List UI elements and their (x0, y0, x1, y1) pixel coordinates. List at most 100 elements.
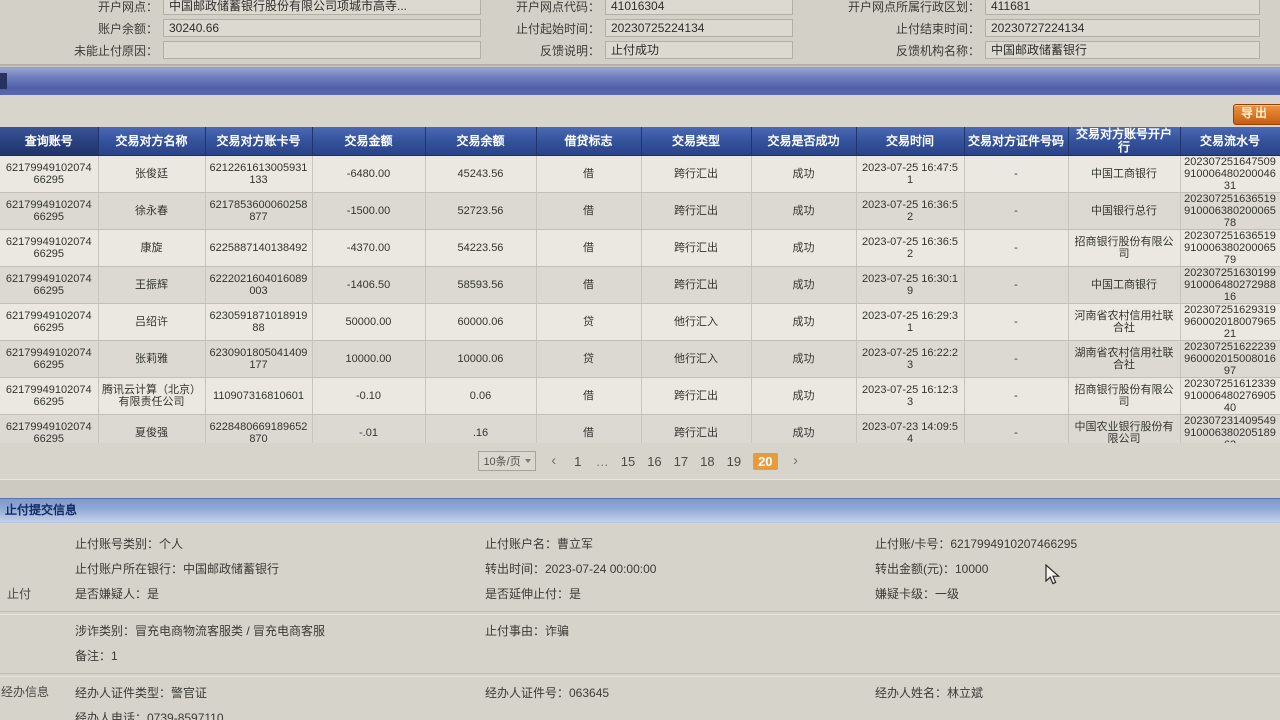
table-header: 查询账号 交易对方名称 交易对方账卡号 交易金额 交易余额 借贷标志 交易类型 交易是否成功交… (0, 127, 1280, 156)
submit-info-row: 是否嫌疑人：是 是否延伸止付：是 嫌疑卡级：一级 (0, 582, 1280, 607)
table-row: 6217994910207466295 张莉雅 623090180504140917… (0, 340, 1280, 378)
table-cell: 20230725163651991000638020006578 (1180, 192, 1280, 230)
table-cell: 成功 (751, 266, 857, 304)
submit-info-header: 止付提交信息 (0, 498, 1280, 523)
table-cell: 60000.06 (425, 303, 537, 341)
table-cell: 成功 (751, 303, 857, 341)
table-cell: 徐永春 (98, 192, 206, 230)
mouse-cursor (1045, 564, 1061, 585)
page-button[interactable]: 15 (620, 453, 636, 469)
table-cell: -1406.50 (312, 266, 426, 304)
field-label: 开户网点： (97, 0, 158, 14)
table-body: 6217994910207466295 张俊廷 621226161300593113… (0, 155, 1280, 452)
table-row: 6217994910207466295 康旋 6225887140138492 -43… (0, 229, 1280, 267)
field-label: 反馈说明： (539, 43, 600, 58)
submit-info-field: 止付账户所在银行：中国邮政储蓄银行 (75, 562, 280, 576)
next-page-button[interactable]: › (793, 452, 799, 469)
table-cell: 20230725163651991000638020006579 (1180, 229, 1280, 267)
submit-info-field: 止付账户名：曹立军 (485, 537, 594, 551)
table-cell: 6225887140138492 (205, 229, 313, 267)
table-cell: 110907316810601 (205, 377, 313, 415)
table-cell: 623059187101891988 (205, 303, 313, 341)
submit-info-field: 转出金额(元)：10000 (875, 562, 989, 576)
submit-info-row: 备注：1 (0, 644, 1280, 669)
table-cell: -4370.00 (312, 229, 426, 267)
page-button[interactable]: 1 (574, 453, 582, 469)
page-button[interactable]: 20 (753, 452, 778, 470)
table-cell: 2023-07-25 16:30:19 (856, 266, 965, 304)
table-cell: 借 (536, 155, 642, 193)
divider (0, 611, 1280, 615)
field-label: 开户网点代码： (515, 0, 600, 14)
table-cell: 中国银行总行 (1068, 192, 1181, 230)
table-cell: 中国工商银行 (1068, 266, 1181, 304)
table-cell: 借 (536, 192, 642, 230)
table-cell: 成功 (751, 229, 857, 267)
table-cell: 6212261613005931133 (205, 155, 313, 193)
table-row: 6217994910207466295 腾讯云计算（北京）有限责任公司 110907… (0, 377, 1280, 415)
table-cell: 跨行汇出 (641, 192, 752, 230)
table-cell: 20230725162223996000201500801697 (1180, 340, 1280, 378)
table-cell: 跨行汇出 (641, 155, 752, 193)
page-button[interactable]: 19 (726, 453, 742, 469)
field-value-box: 中国邮政储蓄银行股份有限公司项城市高寺... (163, 0, 481, 15)
table-cell: - (964, 229, 1069, 267)
submit-info-field: 涉诈类别：冒充电商物流客服类 / 冒充电商客服 (75, 624, 326, 638)
table-cell: -0.10 (312, 377, 426, 415)
page-button[interactable]: 17 (673, 453, 689, 469)
table-cell: 20230725162931996000201800796521 (1180, 303, 1280, 341)
page-size-select[interactable]: 10条/页 (478, 451, 536, 471)
table-cell: - (964, 266, 1069, 304)
divider (0, 673, 1280, 677)
field-label: 未能止付原因： (73, 43, 158, 58)
table-cell: - (964, 155, 1069, 193)
table-cell: 吕绍许 (98, 303, 206, 341)
prev-page-button[interactable]: ‹ (551, 452, 557, 469)
table-cell: 跨行汇出 (641, 377, 752, 415)
field-label: 账户余额： (97, 21, 158, 36)
table-cell: 他行汇入 (641, 303, 752, 341)
bar-left-notch (0, 73, 7, 89)
field-value-box: 30240.66 (163, 19, 481, 37)
table-cell: 2023-07-25 16:22:23 (856, 340, 965, 378)
table-cell: 50000.00 (312, 303, 426, 341)
column-header: 交易是否成功 (751, 127, 857, 156)
table-cell: 张莉雅 (98, 340, 206, 378)
field-label: 止付结束时间： (895, 21, 980, 36)
pagination-bar: 10条/页 ‹ 1 … 15 16 17 18 19 20 › (0, 443, 1280, 479)
table-cell: 2023-07-25 16:36:52 (856, 192, 965, 230)
page-button[interactable]: 16 (647, 453, 662, 469)
submit-info-field: 止付账号类别：个人 (75, 537, 184, 551)
table-cell: 54223.56 (425, 229, 537, 267)
table-cell: 跨行汇出 (641, 229, 752, 267)
table-cell: 0.06 (425, 377, 537, 415)
submit-info-field: 是否延伸止付：是 (485, 587, 582, 601)
submit-info-row: 经办人电话：0739-8597110 (0, 706, 1280, 720)
submit-info-field: 止付账/卡号：6217994910207466295 (875, 537, 1078, 551)
column-header: 交易流水号 (1180, 127, 1280, 156)
field-value-box: 20230727224134 (985, 19, 1260, 37)
table-cell: 贷 (536, 303, 642, 341)
table-cell: 6217994910207466295 (0, 155, 99, 193)
table-cell: 跨行汇出 (641, 266, 752, 304)
submit-info-row: 经办人证件类型：警官证 经办人证件号：063645 经办人姓名：林立斌 (0, 681, 1280, 706)
submit-info-field: 转出时间：2023-07-24 00:00:00 (485, 562, 657, 576)
column-header: 交易对方证件号码 (964, 127, 1069, 156)
column-header: 交易类型 (641, 127, 752, 156)
table-cell: 6222021604016089003 (205, 266, 313, 304)
column-header: 交易对方名称 (98, 127, 206, 156)
page-button[interactable]: 18 (700, 453, 715, 469)
table-cell: 王振辉 (98, 266, 206, 304)
page-ellipsis: … (595, 453, 609, 469)
export-button[interactable]: 导出 (1233, 104, 1280, 125)
submit-info-row: 涉诈类别：冒充电商物流客服类 / 冒充电商客服 止付事由：诈骗 (0, 619, 1280, 644)
field-label: 开户网点所属行政区划： (847, 0, 980, 14)
transaction-table: 查询账号 交易对方名称 交易对方账卡号 交易金额 交易余额 借贷标志 交易类型 交易是否成功交… (0, 127, 1280, 452)
submit-info-field: 止付事由：诈骗 (485, 624, 570, 638)
table-cell: - (964, 192, 1069, 230)
table-cell: 招商银行股份有限公司 (1068, 377, 1181, 415)
table-cell: 58593.56 (425, 266, 537, 304)
column-header: 借贷标志 (536, 127, 642, 156)
account-info-panel: 开户网点： 中国邮政储蓄银行股份有限公司项城市高寺... 开户网点代码： 410163… (0, 0, 1280, 66)
group-label-handler-info: 经办信息 (1, 685, 50, 699)
